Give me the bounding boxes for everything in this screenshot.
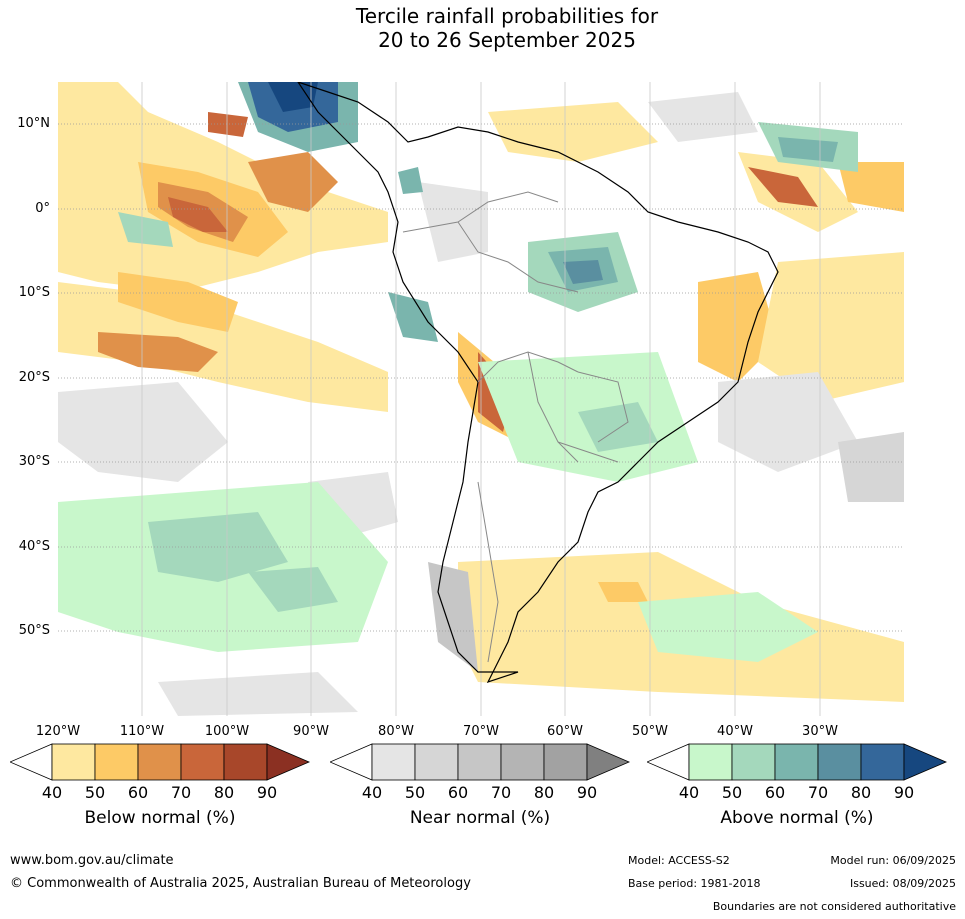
near-colorbar-tick: 70: [490, 783, 512, 802]
above-normal-colorbar: [647, 743, 947, 781]
lon-label-40w: 40°W: [717, 724, 753, 739]
below-colorbar-tick: 90: [256, 783, 278, 802]
near-colorbar-tick: 90: [576, 783, 598, 802]
near-colorbar-tick: 50: [404, 783, 426, 802]
near-colorbar-segment-high: [586, 743, 630, 781]
lat-label-20s: 20°S: [18, 370, 50, 385]
above-colorbar-segment-high: [903, 743, 947, 781]
above-colorbar-tick: 50: [721, 783, 743, 802]
meridians: [141, 82, 821, 716]
above-colorbar-tick: 60: [764, 783, 786, 802]
footer-issued: Issued: 08/09/2025: [849, 877, 956, 890]
above-colorbar-segment-4: [817, 743, 862, 781]
near-colorbar-tick: 40: [361, 783, 383, 802]
below-colorbar-segment-4: [180, 743, 225, 781]
below-colorbar-segment-5: [223, 743, 268, 781]
below-normal-colorbar: [10, 743, 310, 781]
below-normal-regions: [58, 82, 904, 702]
lon-label-90w: 90°W: [293, 724, 329, 739]
below-colorbar-tick: 50: [84, 783, 106, 802]
below-colorbar-tick: 80: [213, 783, 235, 802]
near-colorbar-tick: 60: [447, 783, 469, 802]
lat-label-10n: 10°N: [17, 116, 50, 131]
below-colorbar-tick: 40: [41, 783, 63, 802]
near-colorbar-segment-2: [414, 743, 459, 781]
near-colorbar-segment-3: [457, 743, 502, 781]
title-line-1: Tercile rainfall probabilities for: [355, 4, 659, 28]
above-colorbar-segment-5: [860, 743, 905, 781]
lon-label-30w: 30°W: [802, 724, 838, 739]
footer-base-period: Base period: 1981-2018: [628, 877, 761, 890]
near-normal-colorbar: [330, 743, 630, 781]
above-normal-regions: [58, 82, 858, 662]
footer-copyright: © Commonwealth of Australia 2025, Austra…: [10, 876, 471, 891]
above-colorbar-segment-1: [688, 743, 733, 781]
map-title: Tercile rainfall probabilities for 20 to…: [0, 4, 965, 52]
lat-label-0: 0°: [35, 201, 50, 216]
above-colorbar-tick: 70: [807, 783, 829, 802]
below-colorbar-segment-low: [10, 743, 53, 781]
above-colorbar-tick: 80: [850, 783, 872, 802]
near-colorbar-tick: 80: [533, 783, 555, 802]
lat-label-30s: 30°S: [18, 454, 50, 469]
below-colorbar-segment-1: [51, 743, 96, 781]
near-colorbar-segment-1: [371, 743, 416, 781]
country-borders: [402, 191, 629, 663]
south-america-coastline: [297, 82, 779, 684]
footer-model: Model: ACCESS-S2: [628, 854, 730, 867]
lat-label-40s: 40°S: [18, 539, 50, 554]
footer-model-run: Model run: 06/09/2025: [830, 854, 956, 867]
lon-label-110w: 110°W: [119, 724, 165, 739]
lon-label-100w: 100°W: [204, 724, 250, 739]
near-normal-title: Near normal (%): [409, 808, 551, 828]
footer-disclaimer: Boundaries are not considered authoritat…: [712, 900, 956, 913]
near-colorbar-segment-low: [330, 743, 373, 781]
lat-label-50s: 50°S: [18, 623, 50, 638]
lon-label-80w: 80°W: [378, 724, 414, 739]
above-colorbar-tick: 40: [678, 783, 700, 802]
above-colorbar-tick: 90: [893, 783, 915, 802]
lon-label-50w: 50°W: [632, 724, 668, 739]
lon-label-70w: 70°W: [463, 724, 499, 739]
lon-label-60w: 60°W: [547, 724, 583, 739]
title-line-2: 20 to 26 September 2025: [378, 28, 636, 52]
below-colorbar-segment-3: [137, 743, 182, 781]
lat-label-10s: 10°S: [18, 285, 50, 300]
above-normal-title: Above normal (%): [720, 808, 874, 828]
above-colorbar-segment-3: [774, 743, 819, 781]
below-normal-title: Below normal (%): [84, 808, 236, 828]
lon-label-120w: 120°W: [35, 724, 81, 739]
above-colorbar-segment-low: [647, 743, 690, 781]
below-colorbar-tick: 70: [170, 783, 192, 802]
near-colorbar-segment-5: [543, 743, 588, 781]
below-colorbar-segment-high: [266, 743, 310, 781]
below-colorbar-segment-2: [94, 743, 139, 781]
above-colorbar-segment-2: [731, 743, 776, 781]
footer-url: www.bom.gov.au/climate: [10, 853, 174, 868]
near-colorbar-segment-4: [500, 743, 545, 781]
below-colorbar-tick: 60: [127, 783, 149, 802]
probability-map: [58, 82, 904, 716]
